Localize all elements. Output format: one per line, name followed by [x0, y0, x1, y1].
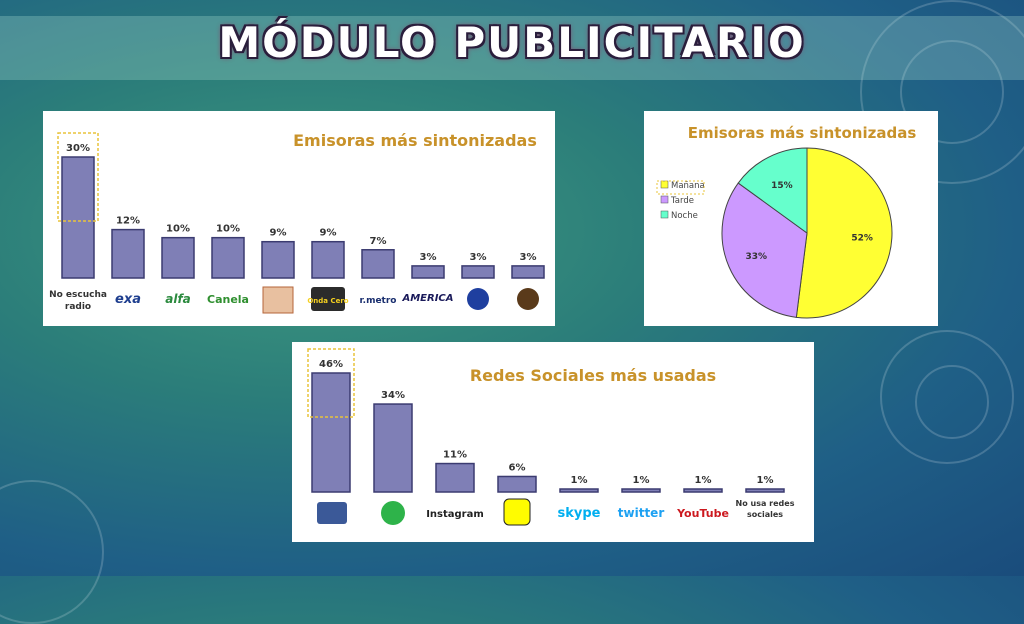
category-label: sociales [747, 510, 783, 519]
legend-highlight-box [656, 180, 705, 195]
decorative-ring [880, 330, 1014, 464]
data-label: 1% [571, 475, 588, 486]
time-of-day-pie-chart-panel: Emisoras más sintonizadas 52% Mañana 33% Tar… [644, 111, 938, 326]
pie-slice [721, 182, 808, 318]
bar [361, 249, 395, 279]
legend-entry: Noche [671, 211, 698, 221]
data-label: 30% [66, 143, 90, 154]
bar [61, 156, 95, 279]
bar [683, 488, 723, 493]
onda-cero-logo-text: Onda Cero [307, 297, 348, 305]
data-label: 9% [270, 228, 287, 239]
pie-slice [737, 147, 808, 234]
bar [261, 240, 295, 279]
bar [461, 265, 495, 279]
bar [621, 488, 661, 493]
decorative-ring [860, 0, 1024, 184]
facebook-logo [317, 502, 347, 524]
data-label: 10% [216, 224, 240, 235]
youtube-logo: YouTube [676, 507, 729, 520]
category-label: No usa redes [736, 499, 795, 508]
data-label: 1% [695, 475, 712, 486]
la-karibena-logo [517, 288, 539, 310]
social-networks-bar-chart-panel: Redes Sociales más usadas 46% 34% 11% 6% 1% 1%… [292, 342, 814, 542]
data-label: 11% [443, 450, 467, 461]
title-band [0, 16, 1024, 80]
alfa-logo: alfa [165, 292, 191, 306]
bar [211, 236, 245, 279]
canela-logo: Canela [207, 293, 249, 306]
legend-swatch [660, 180, 669, 189]
data-label: 3% [520, 252, 537, 263]
data-label: 46% [319, 359, 343, 370]
data-label: 1% [757, 475, 774, 486]
data-label: 6% [509, 462, 526, 473]
bar [373, 403, 413, 493]
data-label: 10% [166, 224, 190, 235]
slice-label: 52% [851, 233, 873, 243]
data-label: 7% [370, 236, 387, 247]
bar [111, 228, 145, 279]
radio-moda-logo [467, 288, 489, 310]
bar [161, 236, 195, 279]
radio-metro-logo: r.metro [360, 296, 397, 306]
bar [559, 488, 599, 493]
legend-swatch [660, 210, 669, 219]
legend-entry: Mañana [671, 181, 705, 191]
category-label: No escucha [49, 290, 107, 300]
legend-swatch [660, 195, 669, 204]
instagram-logo: Instagram [426, 509, 484, 520]
chart-title: Emisoras más sintonizadas [293, 131, 537, 150]
bar [311, 240, 345, 279]
chart-title: Emisoras más sintonizadas [688, 124, 917, 142]
chart-title: Redes Sociales más usadas [470, 366, 716, 385]
america-logo: AMERICA [401, 293, 453, 304]
data-label: 34% [381, 390, 405, 401]
highlight-box [57, 132, 99, 222]
time-of-day-pie-chart: Emisoras más sintonizadas 52% Mañana 33% Tar… [656, 124, 917, 319]
twitter-logo: twitter [618, 506, 665, 520]
data-label: 1% [633, 475, 650, 486]
exa-logo: exa [115, 292, 141, 307]
decorative-ring [900, 40, 1004, 144]
highlight-box [307, 348, 355, 418]
bar [411, 265, 445, 279]
category-label: radio [65, 302, 91, 312]
slice-label: 33% [746, 252, 768, 262]
stations-bar-chart-panel: Emisoras más sintonizadas 30% 12% 10% 10% 9% 9… [43, 111, 555, 326]
onda-cero-logo [311, 287, 345, 311]
data-label: 3% [420, 252, 437, 263]
slice-label: 15% [771, 181, 793, 191]
snapchat-logo [503, 498, 531, 526]
decorative-ring [0, 480, 104, 624]
bar [511, 265, 545, 279]
decorative-ring [915, 365, 989, 439]
skype-logo: skype [558, 506, 601, 521]
bar [311, 372, 351, 493]
data-label: 3% [470, 252, 487, 263]
slide-title: MÓDULO PUBLICITARIO [218, 18, 806, 67]
data-label: 9% [320, 228, 337, 239]
pie-slice [795, 147, 893, 319]
data-label: 12% [116, 216, 140, 227]
social-networks-bar-chart: Redes Sociales más usadas 46% 34% 11% 6% 1% 1%… [307, 348, 795, 526]
bar [745, 488, 785, 493]
legend-entry: Tarde [670, 196, 694, 206]
bar [435, 462, 475, 493]
la-mega-logo [262, 286, 294, 314]
bar [497, 475, 537, 493]
stations-bar-chart: Emisoras más sintonizadas 30% 12% 10% 10% 9% 9… [49, 131, 545, 314]
whatsapp-logo [381, 501, 405, 525]
